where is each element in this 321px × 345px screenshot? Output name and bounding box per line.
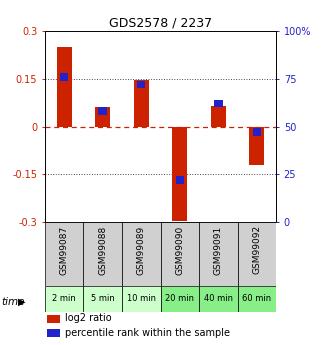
Text: 20 min: 20 min (165, 294, 194, 303)
Bar (45, 286, 83, 312)
Bar (47, 315, 60, 323)
Bar (199, 222, 238, 286)
Bar (238, 286, 276, 312)
Bar (45, 222, 83, 286)
Bar (134, 80, 149, 127)
Text: GSM99092: GSM99092 (252, 225, 261, 274)
Bar (214, 100, 222, 108)
Bar (60, 73, 68, 81)
Text: 60 min: 60 min (242, 294, 271, 303)
Bar (249, 127, 264, 165)
Bar (253, 128, 261, 136)
Bar (95, 108, 110, 127)
Bar (122, 222, 160, 286)
Text: GSM99090: GSM99090 (175, 225, 184, 275)
Bar (172, 127, 187, 220)
Text: log2 ratio: log2 ratio (65, 313, 111, 323)
Bar (238, 222, 276, 286)
Bar (199, 286, 238, 312)
Bar (57, 47, 72, 127)
Bar (160, 286, 199, 312)
Text: GSM99091: GSM99091 (214, 225, 223, 275)
Bar (47, 329, 60, 337)
Bar (122, 286, 160, 312)
Bar (211, 106, 226, 127)
Text: 10 min: 10 min (127, 294, 156, 303)
Bar (83, 222, 122, 286)
Bar (83, 286, 122, 312)
Text: GSM99087: GSM99087 (60, 225, 69, 275)
Text: 5 min: 5 min (91, 294, 115, 303)
Bar (137, 81, 145, 88)
Text: 2 min: 2 min (52, 294, 76, 303)
Text: ▶: ▶ (18, 297, 25, 307)
Bar (160, 222, 199, 286)
Bar (99, 108, 107, 115)
Text: GSM99089: GSM99089 (137, 225, 146, 275)
Text: GSM99088: GSM99088 (98, 225, 107, 275)
Title: GDS2578 / 2237: GDS2578 / 2237 (109, 17, 212, 30)
Bar (176, 176, 184, 184)
Text: 40 min: 40 min (204, 294, 233, 303)
Text: time: time (2, 297, 25, 307)
Text: percentile rank within the sample: percentile rank within the sample (65, 328, 230, 338)
